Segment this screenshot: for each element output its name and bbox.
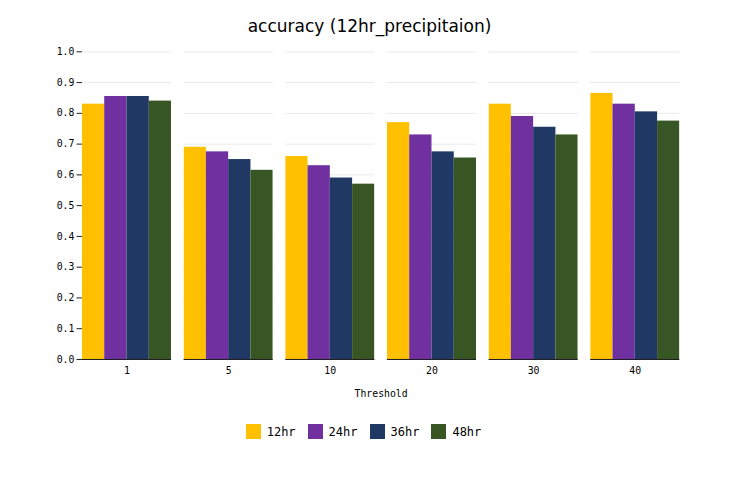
svg-text:0.1: 0.1: [57, 323, 75, 334]
svg-text:20: 20: [426, 365, 438, 376]
html-text:24hr: 24hr: [328, 424, 358, 439]
svg-text:0.6: 0.6: [57, 169, 75, 180]
svg-text:0.4: 0.4: [57, 231, 75, 242]
html-text:12hr: 12hr: [266, 424, 296, 439]
svg-text:0.8: 0.8: [57, 107, 75, 118]
svg-text:40: 40: [629, 365, 641, 376]
svg-text:1.0: 1.0: [57, 46, 75, 57]
svg-text:Threshold: Threshold: [355, 388, 408, 399]
svg-text:1: 1: [124, 365, 130, 376]
html-text:36hr: 36hr: [390, 424, 420, 439]
svg-text:5: 5: [226, 365, 232, 376]
html-text:48hr: 48hr: [452, 424, 482, 439]
svg-text:0.5: 0.5: [57, 200, 75, 211]
svg-text:30: 30: [528, 365, 540, 376]
svg-text:0.7: 0.7: [57, 138, 75, 149]
svg-text:0.0: 0.0: [57, 354, 75, 365]
html-text:accuracy (12hr_precipitaion): accuracy (12hr_precipitaion): [247, 16, 492, 36]
svg-text:0.9: 0.9: [57, 77, 75, 88]
svg-text:0.2: 0.2: [57, 292, 75, 303]
svg-text:10: 10: [324, 365, 336, 376]
svg-text:0.3: 0.3: [57, 261, 75, 272]
